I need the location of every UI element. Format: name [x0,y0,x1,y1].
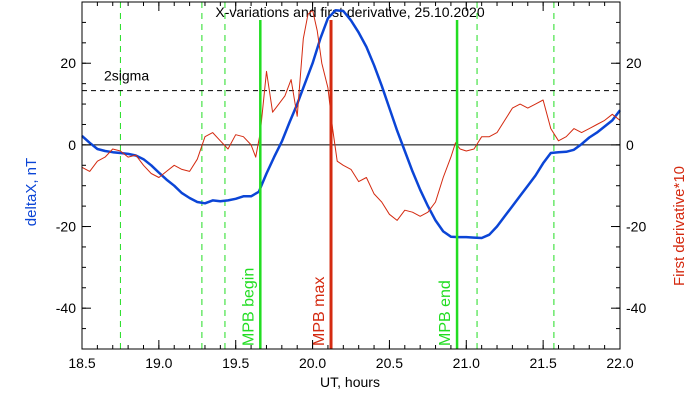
x-tick-label: 20.0 [299,355,326,371]
y-tick-label-right: -40 [626,300,646,316]
sigma-label: 2sigma [104,68,149,84]
y-tick-label-right: -20 [626,219,646,235]
y-axis-label-left: deltaX, nT [23,158,40,226]
y-tick-label-left: 20 [60,55,76,71]
y-tick-label-left: 0 [68,137,76,153]
plot-area: 2sigma MPB begin MPB max MPB end 18.5 19.0 19.… [56,1,646,371]
event-label-max: MPB max [311,277,328,346]
series-line-deltaX [81,8,621,240]
event-label-end: MPB end [437,280,454,346]
series-line-derivative [81,9,621,221]
plot-frame [81,1,621,350]
x-axis-label: UT, hours [320,374,380,390]
x-tick-label: 21.5 [530,355,557,371]
x-tick-label: 19.0 [145,355,172,371]
y-tick-label-left: -20 [56,219,76,235]
x-tick-label: 21.0 [453,355,480,371]
y-tick-label-right: 20 [626,55,642,71]
y-tick-label-right: 0 [626,137,634,153]
y-axis-label-right: First derivative*10 [671,166,688,286]
x-tick-label: 19.5 [222,355,249,371]
event-label-begin: MPB begin [240,268,257,346]
chart-title: X-variations and first derivative, 25.10… [215,4,484,20]
x-tick-label: 20.5 [376,355,403,371]
x-tick-label: 18.5 [68,355,95,371]
y-tick-label-left: -40 [56,300,76,316]
x-tick-label: 22.0 [606,355,633,371]
